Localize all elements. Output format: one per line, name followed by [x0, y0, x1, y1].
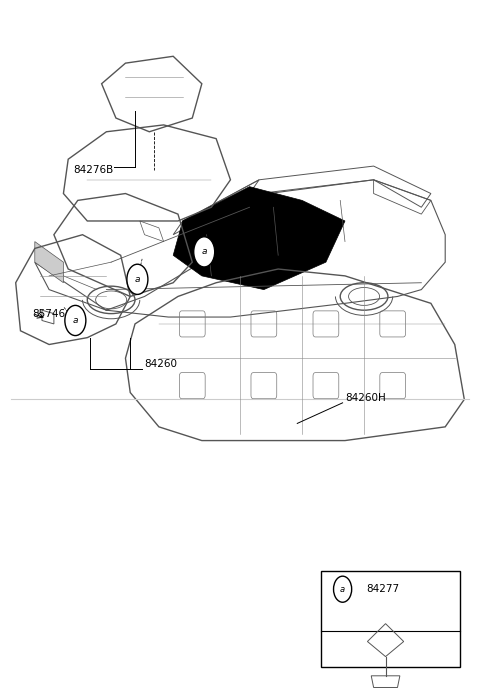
Text: a: a [72, 316, 78, 325]
Text: 84277: 84277 [366, 584, 399, 594]
Text: 84276B: 84276B [73, 165, 114, 174]
Circle shape [194, 237, 215, 267]
Polygon shape [173, 187, 345, 289]
Circle shape [65, 305, 86, 336]
Text: 84260H: 84260H [345, 393, 386, 403]
Text: a: a [202, 247, 207, 256]
Text: 84260: 84260 [144, 358, 178, 369]
Circle shape [127, 264, 148, 294]
Text: a: a [135, 275, 140, 284]
Text: a: a [340, 585, 345, 594]
Polygon shape [35, 242, 63, 282]
FancyBboxPatch shape [321, 571, 459, 667]
Text: 85746: 85746 [33, 309, 66, 318]
Circle shape [334, 576, 352, 602]
